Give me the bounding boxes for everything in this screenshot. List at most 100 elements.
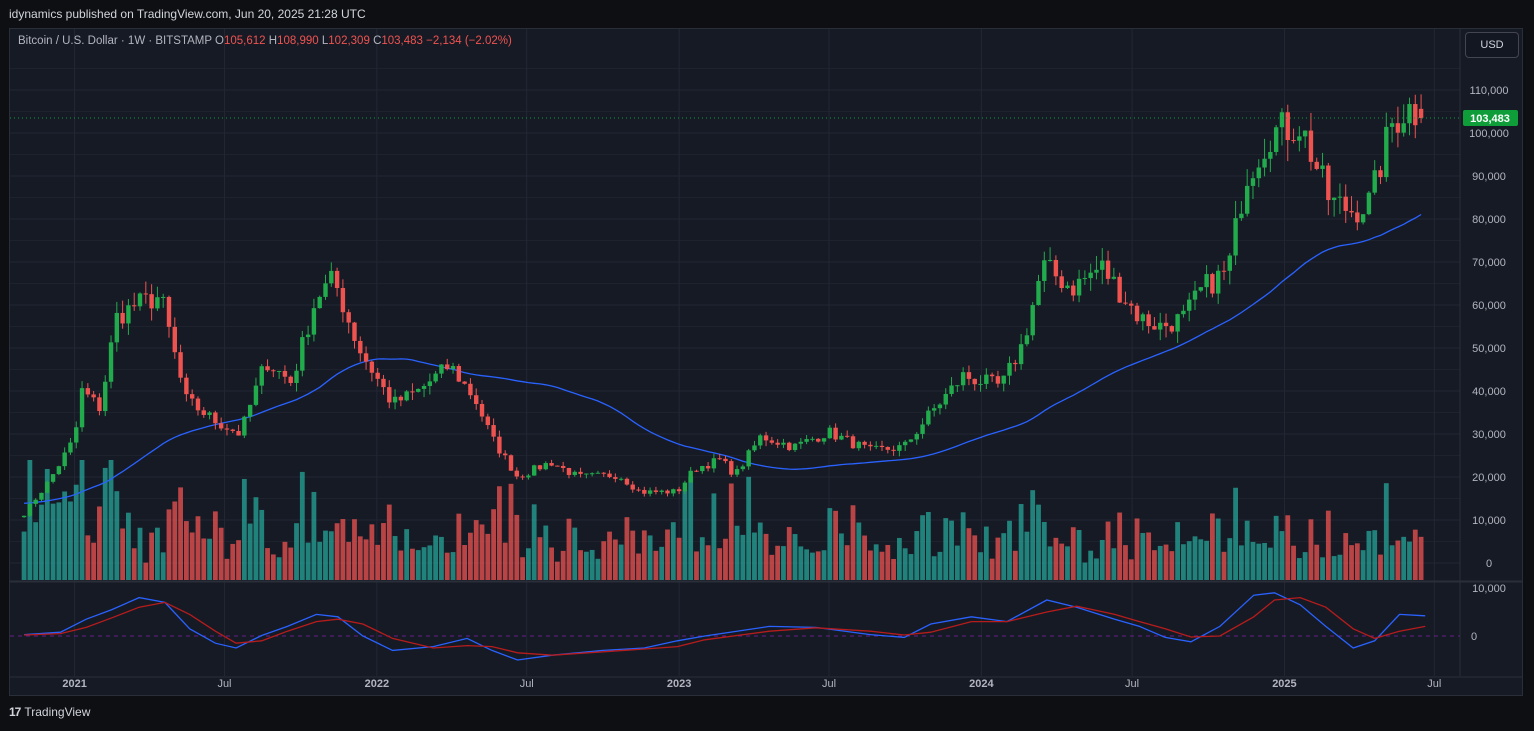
volume-bar <box>896 537 902 580</box>
candle-body <box>1192 290 1198 300</box>
volume-bar <box>931 556 937 580</box>
candle-body <box>1250 178 1256 186</box>
candle-body <box>549 463 554 466</box>
volume-bar <box>1111 548 1117 580</box>
volume-bar <box>1099 539 1105 580</box>
volume-bar <box>247 523 253 580</box>
volume-bar <box>305 542 311 580</box>
candle-body <box>56 466 62 475</box>
volume-bar <box>1314 544 1320 580</box>
candle-body <box>984 374 989 384</box>
volume-bar <box>126 512 131 580</box>
moving-average-line <box>24 213 1422 504</box>
chart-frame[interactable] <box>9 28 1523 696</box>
volume-bar <box>1233 487 1238 580</box>
volume-bar <box>311 491 317 580</box>
volume-bar <box>346 541 352 580</box>
volume-bar <box>647 535 653 580</box>
change-value: −2,134 (−2.02%) <box>426 35 512 47</box>
footer-brand[interactable]: 17 TradingView <box>9 705 90 719</box>
candle-body <box>1314 161 1319 169</box>
candle-body <box>937 404 943 409</box>
volume-bar <box>444 552 450 580</box>
candle-body <box>340 288 346 313</box>
volume-bar <box>1221 551 1227 580</box>
volume-bar <box>612 539 618 580</box>
volume-bar <box>1412 529 1418 580</box>
candle-body <box>931 408 937 411</box>
volume-bar <box>410 548 415 580</box>
symbol-legend: Bitcoin / U.S. Dollar · 1W · BITSTAMP O1… <box>18 35 512 47</box>
volume-bar <box>282 541 288 580</box>
candle-body <box>497 436 502 454</box>
volume-bar <box>259 509 265 580</box>
candle-body <box>1181 310 1186 315</box>
candle-body <box>1088 272 1093 279</box>
volume-bar <box>514 514 520 580</box>
volume-bar <box>1059 543 1065 580</box>
candle-body <box>323 283 328 297</box>
candle-body <box>897 445 902 451</box>
volume-bar <box>131 548 137 580</box>
candle-body <box>1071 285 1076 296</box>
candle-body <box>404 391 409 401</box>
candle-body <box>230 429 235 431</box>
volume-bar <box>1325 510 1331 580</box>
volume-bar <box>653 550 659 580</box>
candle-body <box>873 445 879 447</box>
volume-bar <box>711 493 717 580</box>
volume-bar <box>560 550 566 580</box>
candle-body <box>1076 278 1082 296</box>
candle-body <box>1163 322 1169 327</box>
volume-bar <box>1001 533 1007 580</box>
candle-body <box>1123 302 1128 304</box>
volume-bar <box>578 550 583 580</box>
volume-bar <box>665 529 670 580</box>
candle-body <box>207 412 212 415</box>
candle-body <box>485 416 491 426</box>
volume-bar <box>375 544 381 580</box>
volume-bar <box>862 535 867 580</box>
candle-body <box>856 441 862 449</box>
price-tick-label: 30,000 <box>1472 429 1506 441</box>
volume-bar <box>328 531 334 580</box>
volume-bar <box>891 558 896 580</box>
volume-bar <box>763 533 769 580</box>
candle-body <box>358 340 363 354</box>
candle-body <box>1360 214 1366 223</box>
volume-bar <box>102 467 108 580</box>
candle-body <box>1152 326 1157 330</box>
candle-body <box>1239 213 1244 219</box>
low-label: L <box>321 35 329 47</box>
candle-body <box>1302 130 1308 137</box>
volume-bar <box>85 535 91 580</box>
candle-body <box>1273 127 1279 152</box>
volume-bar <box>804 549 810 580</box>
price-tick-label: 80,000 <box>1472 214 1506 226</box>
volume-bar <box>1308 519 1314 580</box>
volume-bar <box>201 538 207 580</box>
volume-bar <box>1181 544 1186 580</box>
currency-button[interactable]: USD <box>1465 32 1519 58</box>
volume-bar <box>694 551 699 580</box>
candle-body <box>282 370 288 377</box>
volume-bar <box>850 505 856 580</box>
volume-bar <box>178 487 183 580</box>
candle-body <box>1215 270 1221 294</box>
volume-bar <box>798 546 804 580</box>
candle-body <box>972 378 977 385</box>
candle-body <box>329 270 334 284</box>
volume-bar <box>369 524 375 580</box>
volume-bar <box>734 525 740 580</box>
volume-bar <box>595 558 601 580</box>
volume-bar <box>189 532 195 580</box>
time-tick-label: Jul <box>822 678 836 690</box>
volume-bar <box>491 509 497 580</box>
volume-bar <box>1389 545 1395 580</box>
candle-body <box>885 447 890 450</box>
volume-bar <box>1030 490 1036 580</box>
candle-body <box>1001 375 1006 384</box>
volume-bar <box>155 527 160 580</box>
candle-body <box>995 376 1001 384</box>
